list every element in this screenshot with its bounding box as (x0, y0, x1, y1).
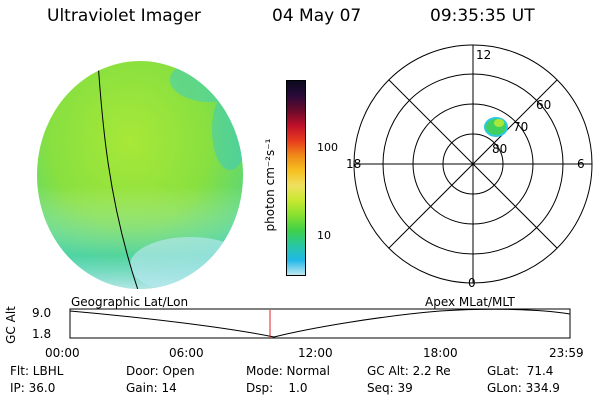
date-label: 04 May 07 (272, 6, 362, 26)
status-flt: Flt: LBHL (10, 364, 64, 378)
x-tick-1200: 12:00 (298, 346, 333, 360)
mlt-label-6: 6 (577, 157, 585, 171)
mlat-label-80: 80 (492, 142, 508, 156)
y-tick-9: 9.0 (32, 306, 52, 320)
colorbar-tick-10: 10 (317, 229, 331, 242)
status-door: Door: Open (126, 364, 195, 378)
status-gc-alt: GC Alt: 2.2 Re (367, 364, 451, 378)
status-seq: Seq: 39 (367, 381, 413, 395)
colorbar (286, 80, 306, 276)
status-dsp: Dsp: 1.0 (246, 381, 308, 395)
mlt-label-12: 12 (476, 48, 492, 62)
instrument-title: Ultraviolet Imager (47, 6, 201, 26)
colorbar-tick-100: 100 (317, 141, 338, 154)
status-mode: Mode: Normal (246, 364, 330, 378)
x-tick-2359: 23:59 (549, 346, 584, 360)
status-glon: GLon: 334.9 (487, 381, 560, 395)
status-glat: GLat: 71.4 (487, 364, 554, 378)
mlt-label-0: 0 (468, 276, 476, 290)
x-tick-1800: 18:00 (423, 346, 458, 360)
mlat-label-60: 60 (536, 98, 552, 112)
apex-label: Apex MLat/MLT (425, 295, 515, 309)
time-label: 09:35:35 UT (430, 6, 535, 26)
geographic-label: Geographic Lat/Lon (71, 295, 189, 309)
x-tick-0000: 00:00 (45, 346, 80, 360)
status-ip: IP: 36.0 (10, 381, 56, 395)
mlt-label-18: 18 (346, 157, 362, 171)
status-gain: Gain: 14 (126, 381, 177, 395)
mlat-label-70: 70 (513, 120, 529, 134)
terminator-line (97, 61, 139, 289)
x-tick-0600: 06:00 (169, 346, 204, 360)
y-tick-1-8: 1.8 (32, 327, 52, 341)
altitude-curve (69, 308, 571, 338)
